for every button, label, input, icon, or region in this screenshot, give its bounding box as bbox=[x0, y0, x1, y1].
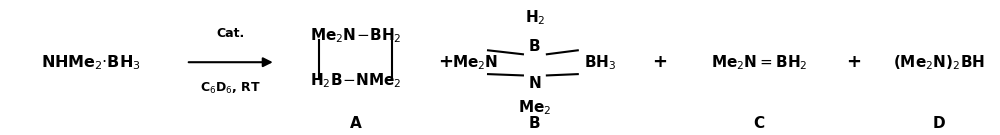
Text: BH$_3$: BH$_3$ bbox=[584, 53, 616, 72]
Text: Cat.: Cat. bbox=[217, 27, 245, 40]
Text: Me$_2$N: Me$_2$N bbox=[452, 53, 498, 72]
Text: Me$_2$N$=$BH$_2$: Me$_2$N$=$BH$_2$ bbox=[711, 53, 808, 72]
Text: NHMe$_2$$\cdot$BH$_3$: NHMe$_2$$\cdot$BH$_3$ bbox=[41, 53, 141, 72]
Text: H$_2$B$\!-\!$NMe$_2$: H$_2$B$\!-\!$NMe$_2$ bbox=[310, 71, 401, 90]
Text: A: A bbox=[350, 116, 361, 131]
Text: +: + bbox=[438, 53, 453, 71]
Text: +: + bbox=[847, 53, 862, 71]
Text: Me$_2$: Me$_2$ bbox=[518, 98, 552, 117]
Text: +: + bbox=[652, 53, 667, 71]
Text: B: B bbox=[529, 39, 541, 54]
Text: Me$_2$N$\!-\!$BH$_2$: Me$_2$N$\!-\!$BH$_2$ bbox=[310, 26, 401, 45]
Text: H$_2$: H$_2$ bbox=[525, 8, 545, 27]
Text: (Me$_2$N)$_2$BH: (Me$_2$N)$_2$BH bbox=[893, 53, 985, 72]
Text: N: N bbox=[529, 76, 541, 91]
Text: D: D bbox=[932, 116, 945, 131]
Text: C: C bbox=[754, 116, 765, 131]
Text: C$_6$D$_6$, RT: C$_6$D$_6$, RT bbox=[200, 81, 261, 96]
Text: B: B bbox=[529, 116, 541, 131]
